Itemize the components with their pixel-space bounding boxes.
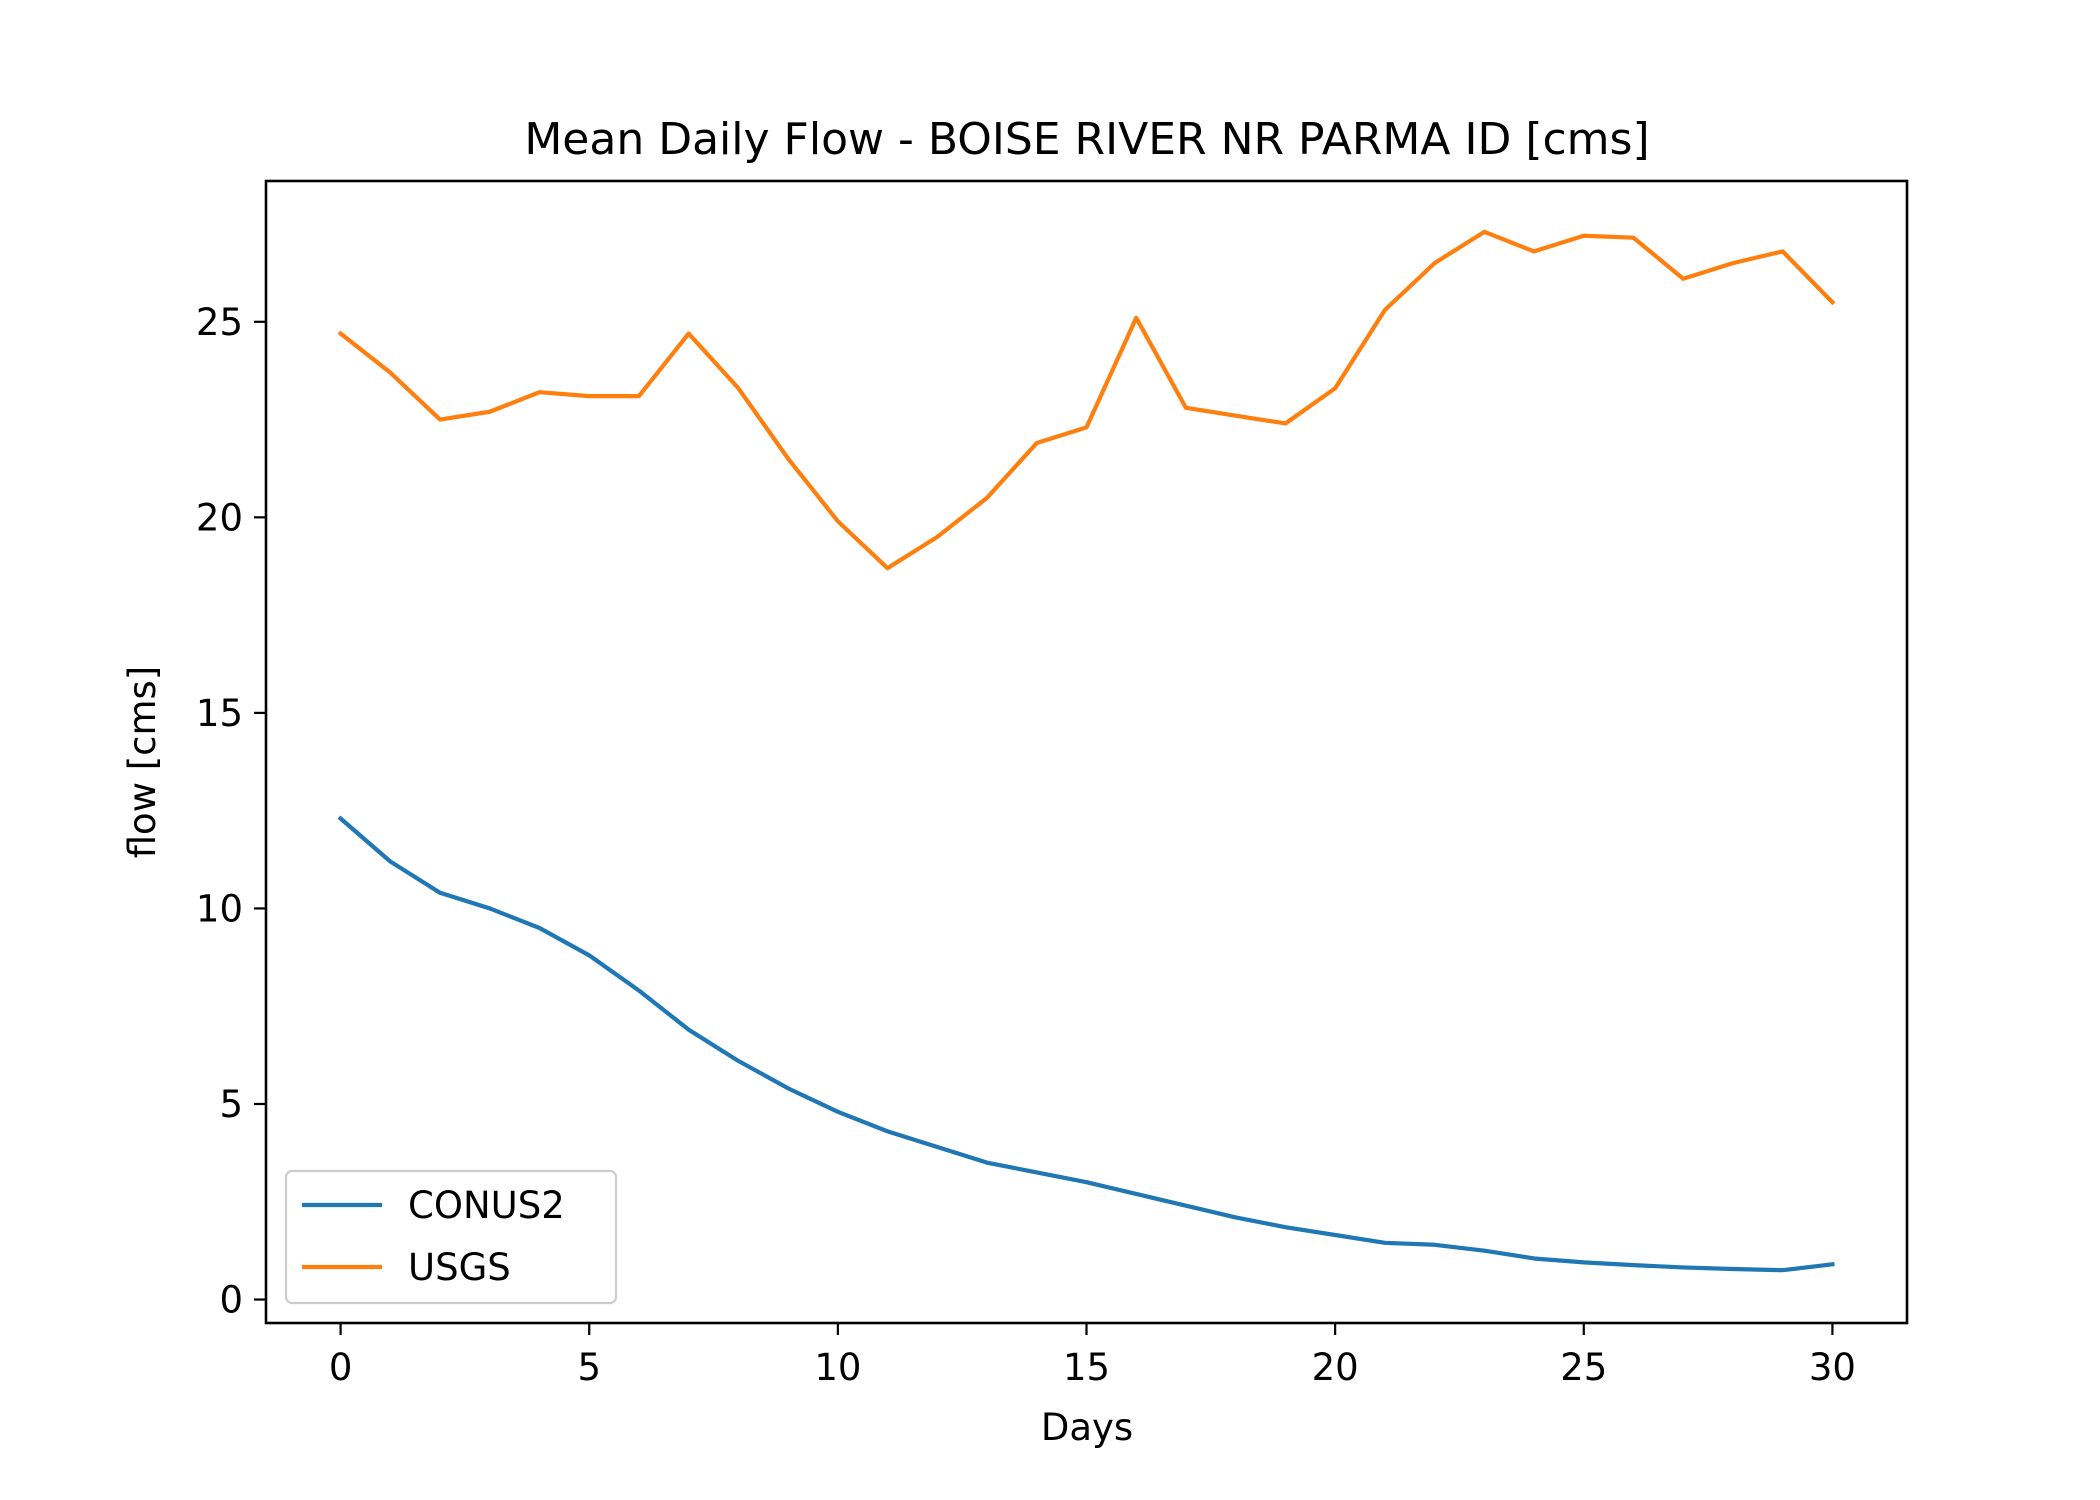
x-tick-label: 15 (1063, 1346, 1110, 1389)
x-tick-label: 25 (1560, 1346, 1607, 1389)
x-axis-label: Days (1041, 1406, 1133, 1449)
x-tick-label: 10 (814, 1346, 861, 1389)
legend: CONUS2 USGS (284, 1169, 618, 1305)
series-line-conus2 (337, 815, 1835, 1273)
x-tick-label: 5 (577, 1346, 601, 1389)
y-axis-label: flow [cms] (121, 666, 164, 859)
plot-background (266, 181, 1907, 1323)
series-line-usgs (337, 229, 1836, 571)
y-tick-label: 5 (219, 1083, 243, 1126)
legend-label-usgs: USGS (408, 1246, 511, 1289)
x-tick-label: 0 (329, 1346, 353, 1389)
chart-title: Mean Daily Flow - BOISE RIVER NR PARMA I… (524, 114, 1649, 165)
y-tick-label: 20 (196, 496, 243, 539)
x-tick-label: 30 (1809, 1346, 1856, 1389)
plot-area (266, 181, 1907, 1323)
x-tick-label: 20 (1312, 1346, 1359, 1389)
y-tick-label: 15 (196, 692, 243, 735)
legend-label-conus2: CONUS2 (408, 1184, 565, 1227)
y-tick-label: 25 (196, 301, 243, 344)
y-tick-label: 10 (196, 887, 243, 930)
series-layer (337, 229, 1836, 1273)
y-tick-label: 0 (219, 1279, 243, 1322)
axes: 0 5 10 15 20 25 30 0 5 10 15 20 25 (196, 179, 1909, 1389)
